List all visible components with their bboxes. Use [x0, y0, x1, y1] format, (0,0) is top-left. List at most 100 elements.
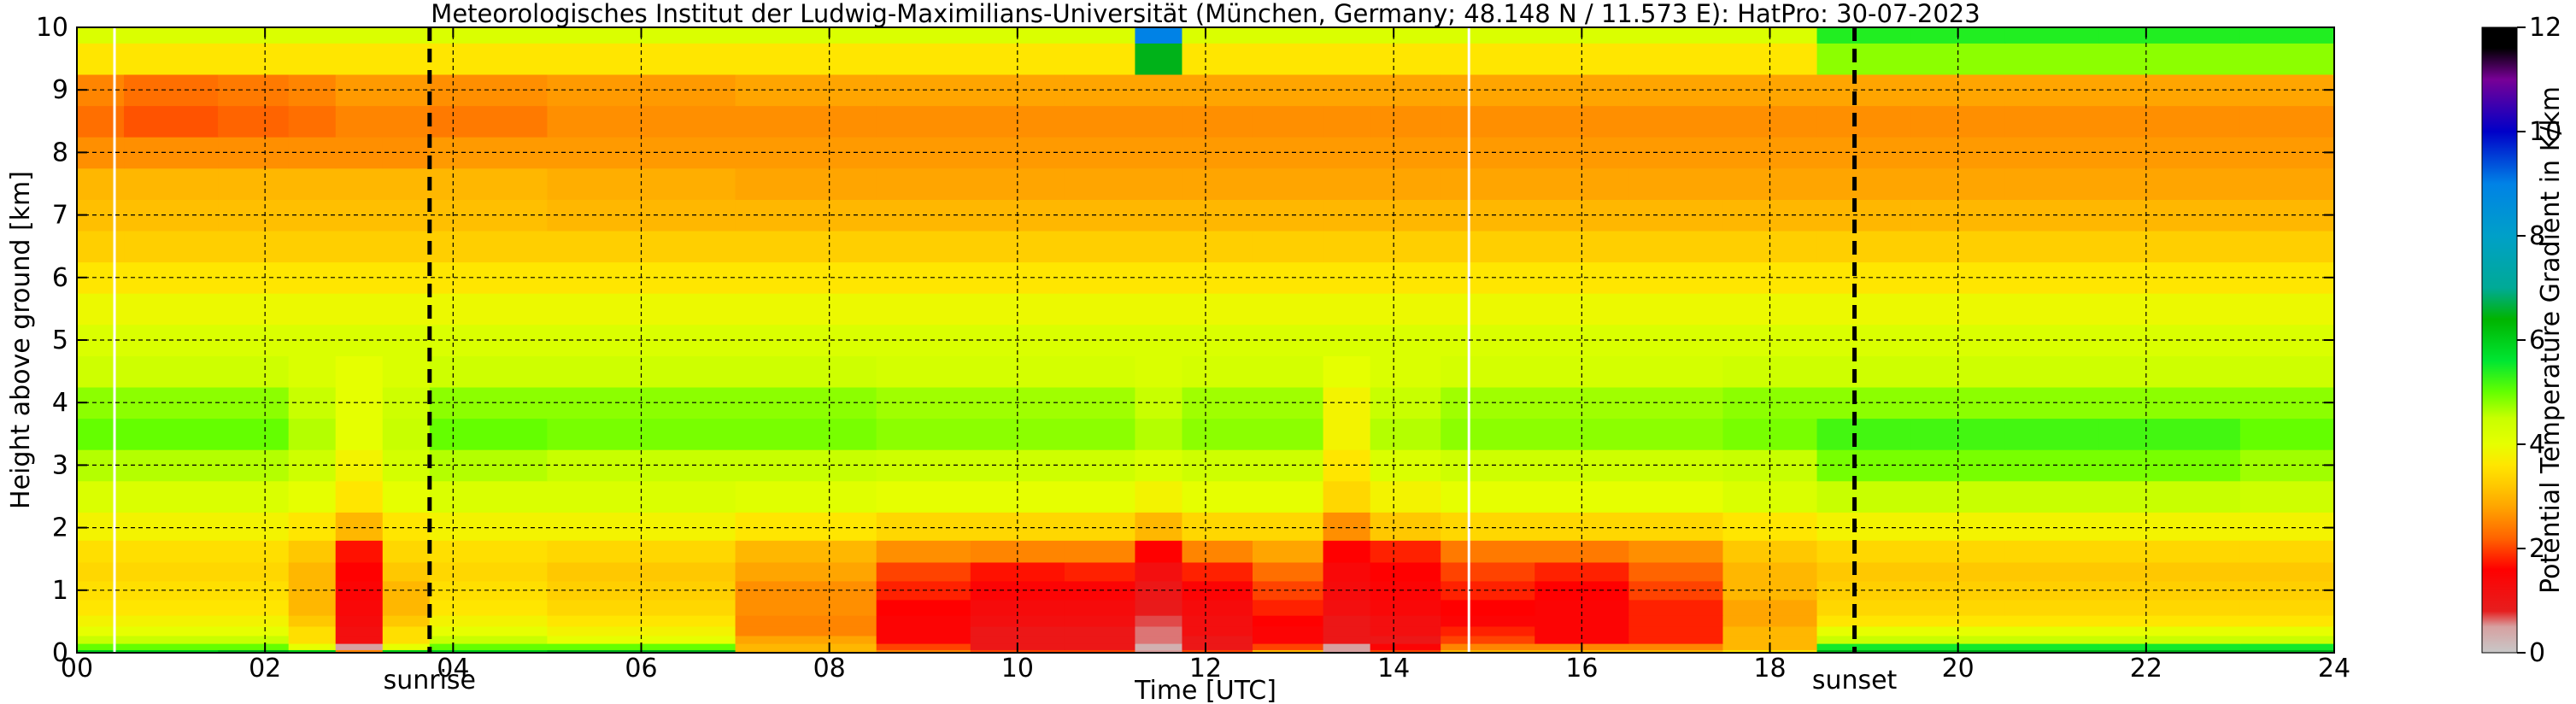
heatmap-cell [335, 480, 384, 513]
heatmap-cell [1816, 230, 1912, 263]
heatmap-cell [2239, 540, 2334, 563]
heatmap-cell [2239, 105, 2334, 138]
heatmap-cell [218, 649, 290, 653]
heatmap-cell [335, 649, 384, 653]
heatmap-cell [429, 615, 549, 627]
heatmap-cell [1253, 43, 1324, 75]
heatmap-cell [1135, 27, 1183, 44]
y-tick-label: 10 [36, 13, 68, 43]
heatmap-cell [218, 27, 290, 44]
heatmap-cell [77, 230, 125, 263]
heatmap-cell [288, 43, 337, 75]
heatmap-cell [2098, 167, 2241, 200]
heatmap-cell [1253, 105, 1324, 138]
heatmap-cell [218, 480, 290, 513]
heatmap-cell [2004, 386, 2100, 419]
heatmap-cell [124, 230, 219, 263]
heatmap-cell [1370, 643, 1441, 650]
heatmap-cell [1135, 293, 1183, 326]
heatmap-cell [1182, 480, 1253, 513]
heatmap-cell [1441, 293, 1535, 326]
heatmap-cell [1253, 643, 1324, 650]
heatmap-cell [1370, 449, 1441, 482]
heatmap-cell [1253, 418, 1324, 450]
heatmap-cell [335, 512, 384, 541]
heatmap-cell [1064, 635, 1136, 644]
heatmap-cell [876, 480, 971, 513]
heatmap-cell [1441, 615, 1535, 627]
heatmap-cell [1064, 293, 1136, 326]
heatmap-cell [429, 355, 549, 388]
heatmap-cell [1323, 649, 1371, 653]
heatmap-cell [876, 355, 971, 388]
heatmap-cell [382, 355, 431, 388]
heatmap-cell [1370, 540, 1441, 563]
heatmap-cell [1441, 643, 1535, 650]
heatmap-cell [1064, 105, 1136, 138]
heatmap-cell [382, 386, 431, 419]
x-tick-label: 12 [1189, 654, 1222, 683]
heatmap-cell [1135, 355, 1183, 388]
heatmap-cell [335, 599, 384, 616]
heatmap-cell [735, 540, 877, 563]
heatmap-cell [1182, 635, 1253, 644]
heatmap-cell [288, 167, 337, 200]
heatmap-cell [1628, 230, 1724, 263]
heatmap-cell [2004, 599, 2100, 616]
heatmap-cell [1182, 418, 1253, 450]
heatmap-cell [1064, 643, 1136, 650]
colorbar-tick-label: 2 [2529, 534, 2545, 564]
heatmap-cell [1441, 27, 1535, 44]
heatmap-cell [2004, 73, 2100, 107]
heatmap-cell [1370, 293, 1441, 326]
heatmap-cell [2004, 561, 2100, 582]
heatmap-cell [876, 649, 971, 653]
heatmap-cell [735, 561, 877, 582]
heatmap-cell [2004, 230, 2100, 263]
heatmap-cell [876, 635, 971, 644]
heatmap-cell [1628, 43, 1724, 75]
heatmap-cell [2239, 293, 2334, 326]
heatmap-cell [429, 480, 549, 513]
heatmap-cell [970, 561, 1065, 582]
heatmap-cell [1253, 635, 1324, 644]
heatmap-cell [2004, 449, 2100, 482]
heatmap-cell [218, 580, 290, 601]
heatmap-cell [1441, 167, 1535, 200]
heatmap-cell [1370, 480, 1441, 513]
heatmap-cell [429, 635, 549, 644]
heatmap-cell [876, 643, 971, 650]
heatmap-cell [1628, 512, 1724, 541]
heatmap-cell [124, 480, 219, 513]
heatmap-cell [1064, 43, 1136, 75]
heatmap-cell [1441, 418, 1535, 450]
heatmap-cell [1370, 137, 1441, 169]
heatmap-cell [218, 43, 290, 75]
heatmap-cell [429, 512, 549, 541]
heatmap-cell [77, 561, 125, 582]
heatmap-cell [335, 199, 384, 232]
heatmap-cell [429, 293, 549, 326]
y-tick-label: 6 [52, 263, 68, 293]
heatmap-cell [218, 615, 290, 627]
heatmap-cell [1628, 355, 1724, 388]
heatmap-cell [2004, 643, 2100, 650]
x-tick-label: 04 [437, 654, 469, 683]
heatmap-cell [77, 355, 125, 388]
heatmap-cell [429, 643, 549, 650]
heatmap-cell [382, 230, 431, 263]
heatmap-cell [1135, 599, 1183, 616]
heatmap-cell [1064, 480, 1136, 513]
heatmap-cell [288, 418, 337, 450]
heatmap-cell [1253, 615, 1324, 627]
heatmap-cell [77, 649, 125, 653]
heatmap-cell [1323, 561, 1371, 582]
heatmap-cell [2239, 561, 2334, 582]
heatmap-cell [288, 625, 337, 637]
heatmap-cell [2239, 355, 2334, 388]
heatmap-cell [2239, 635, 2334, 644]
heatmap-cell [2004, 293, 2100, 326]
heatmap-cell [218, 625, 290, 637]
heatmap-cell [2004, 261, 2100, 294]
heatmap-cell [2098, 355, 2241, 388]
